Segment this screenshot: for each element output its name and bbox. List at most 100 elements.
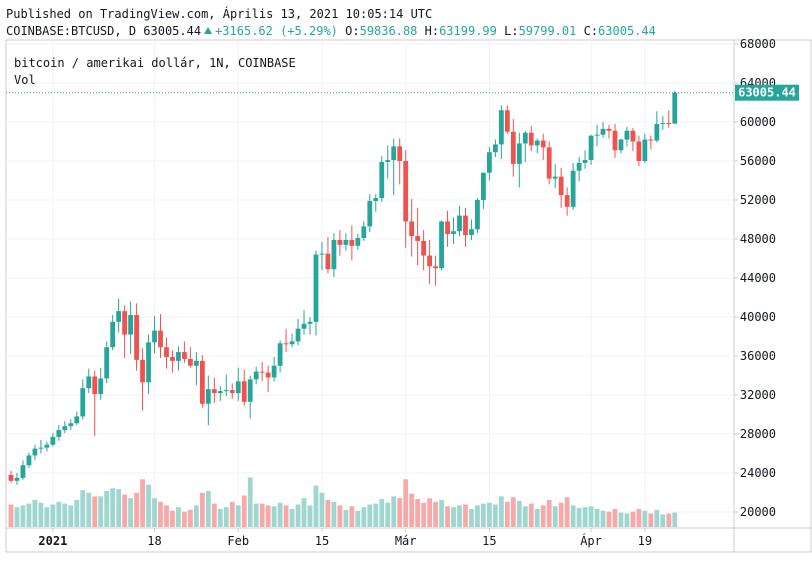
chart-frame — [5, 39, 812, 553]
candle-body — [504, 110, 510, 132]
candle-body — [463, 215, 468, 236]
candle-body — [223, 390, 229, 392]
candle-body — [648, 139, 654, 141]
candle-body — [170, 356, 175, 361]
volume-bar — [660, 514, 666, 527]
price-tick-label: 48000 — [740, 232, 776, 246]
volume-bar — [158, 501, 163, 527]
candle-body — [588, 135, 594, 161]
candle-body — [469, 229, 474, 236]
last-price: 63005.44 — [143, 24, 202, 38]
volume-bar — [379, 499, 385, 527]
candle-body — [265, 372, 271, 378]
volume-bar — [38, 502, 44, 527]
volume-bar — [594, 509, 600, 527]
time-tick-label: Feb — [227, 534, 249, 548]
candle-body — [624, 130, 630, 140]
volume-bar — [385, 502, 391, 527]
volume-bar — [504, 501, 510, 527]
candle-body — [32, 448, 38, 456]
volume-bar — [403, 479, 409, 527]
candle-body — [182, 352, 187, 359]
candle-body — [325, 253, 331, 270]
time-tick-label: 15 — [482, 534, 496, 548]
candle-body — [660, 122, 666, 124]
candle-body — [110, 321, 116, 348]
volume-bar — [487, 502, 492, 527]
price-tick-label: 24000 — [740, 466, 776, 480]
candle-body — [301, 323, 307, 329]
series-legend: bitcoin / amerikai dollár, 1N, COINBASE — [14, 56, 296, 70]
candle-body — [445, 221, 450, 235]
volume-bar — [289, 509, 295, 527]
price-tick-label: 56000 — [740, 154, 776, 168]
volume-bar — [630, 511, 636, 527]
volume-bar — [271, 506, 277, 527]
candle-body — [20, 465, 26, 478]
candle-body — [205, 389, 211, 404]
candle-body — [235, 381, 241, 394]
volume-bar — [642, 510, 648, 527]
candle-body — [80, 388, 86, 417]
volume-bar — [116, 489, 122, 527]
volume-bar — [343, 509, 349, 527]
candle-body — [307, 321, 313, 324]
volume-bar — [32, 500, 38, 527]
candle-body — [540, 140, 546, 148]
volume-bar — [217, 509, 223, 527]
candle-body — [451, 231, 456, 235]
volume-bar — [164, 505, 169, 527]
candle-body — [193, 360, 199, 366]
volume-bar — [463, 504, 468, 527]
candle-body — [558, 176, 564, 196]
volume-bar — [397, 498, 403, 527]
candle-body — [229, 390, 235, 394]
volume-bar — [666, 513, 672, 527]
candle-body — [439, 221, 444, 269]
volume-bar — [648, 513, 654, 527]
candle-body — [122, 311, 128, 335]
time-tick-label: 15 — [315, 534, 329, 548]
time-tick-label: Már — [395, 534, 417, 548]
candle-body — [606, 128, 612, 131]
candle-body — [654, 123, 660, 141]
volume-bar — [20, 505, 26, 527]
volume-bar — [469, 509, 474, 527]
candle-body — [8, 474, 14, 481]
gridlines — [6, 40, 734, 528]
volume-bar — [427, 498, 432, 527]
close-label: C: — [583, 24, 599, 38]
candle-body — [487, 152, 492, 173]
volume-bar — [223, 507, 229, 527]
volume-bar — [582, 507, 588, 527]
volume-bar — [205, 491, 211, 527]
candle-body — [367, 200, 373, 227]
high-value: 63199.99 — [439, 24, 497, 38]
volume-bar — [439, 500, 444, 527]
symbol-info-line: COINBASE:BTCUSD, D 63005.44 +3165.62 (+5.… — [6, 24, 656, 38]
volume-bars — [8, 477, 678, 527]
volume-bar — [50, 504, 56, 527]
candle-body — [594, 134, 600, 136]
volume-bar — [498, 496, 504, 527]
candle-body — [289, 341, 295, 345]
candle-body — [570, 170, 576, 207]
candle-body — [552, 176, 558, 179]
volume-bar — [576, 508, 582, 527]
candle-body — [546, 147, 552, 179]
candle-body — [612, 130, 618, 151]
candle-body — [522, 132, 528, 144]
volume-bar — [140, 479, 145, 527]
volume-bar — [265, 505, 271, 527]
candle-body — [355, 238, 361, 246]
volume-bar — [415, 499, 421, 527]
volume-bar — [331, 501, 337, 527]
volume-bar — [128, 498, 133, 527]
candle-body — [379, 161, 385, 199]
volume-bar — [122, 494, 128, 527]
volume-bar — [445, 506, 450, 527]
volume-bar — [176, 507, 181, 527]
candle-body — [600, 128, 606, 135]
candle-body — [636, 141, 642, 161]
